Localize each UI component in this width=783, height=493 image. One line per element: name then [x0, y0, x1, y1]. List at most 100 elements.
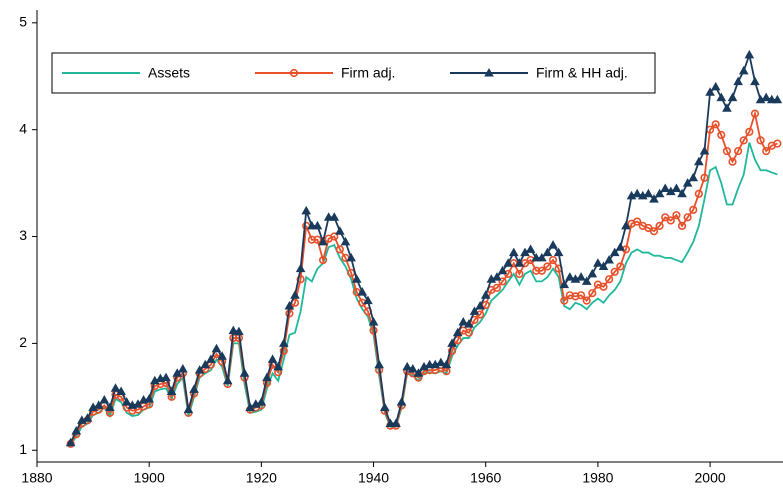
data-point	[755, 94, 766, 104]
data-point	[728, 157, 737, 166]
data-point	[273, 361, 283, 371]
data-point	[335, 226, 345, 235]
data-point	[206, 354, 216, 363]
data-point	[750, 109, 760, 118]
data-point	[649, 227, 659, 236]
data-point	[542, 247, 553, 257]
data-point	[694, 189, 703, 198]
data-point	[295, 263, 306, 273]
y-tick-label: 2	[19, 334, 27, 350]
data-point	[239, 368, 250, 377]
data-point	[318, 236, 328, 246]
data-point	[189, 384, 199, 393]
data-point	[65, 437, 76, 447]
x-tick-label: 1960	[470, 470, 501, 486]
data-point	[711, 120, 720, 129]
data-point	[738, 65, 749, 75]
data-point	[492, 283, 502, 292]
data-point	[250, 399, 261, 408]
y-tick-label: 3	[19, 227, 27, 243]
data-point	[565, 291, 574, 300]
data-point	[149, 375, 160, 385]
data-point	[121, 397, 132, 406]
data-point	[655, 221, 664, 230]
data-point	[637, 190, 648, 200]
data-point	[683, 213, 692, 222]
data-point	[234, 326, 244, 336]
data-point	[689, 205, 698, 214]
data-point	[105, 402, 115, 412]
data-point	[452, 327, 463, 337]
legend-marker	[289, 68, 299, 78]
data-point	[301, 205, 312, 215]
data-point	[604, 255, 614, 264]
data-point	[296, 275, 305, 284]
data-point	[211, 343, 222, 353]
data-point	[716, 92, 727, 102]
data-point	[318, 255, 328, 265]
data-point	[677, 221, 687, 230]
data-point	[374, 359, 384, 369]
data-point	[762, 146, 771, 156]
data-point	[228, 325, 239, 335]
data-point	[576, 272, 586, 281]
data-point	[82, 413, 93, 422]
data-point	[194, 365, 205, 374]
data-point	[486, 274, 497, 283]
legend-label: Firm adj.	[341, 65, 395, 81]
data-point	[492, 272, 502, 281]
data-point	[643, 188, 654, 198]
data-point	[200, 359, 211, 369]
data-point	[565, 272, 575, 281]
data-point	[166, 386, 177, 395]
data-point	[284, 300, 295, 310]
data-point	[654, 188, 665, 198]
data-point	[599, 282, 608, 291]
x-tick-label: 1920	[246, 470, 277, 486]
data-point	[419, 361, 429, 371]
data-point	[582, 296, 591, 305]
data-point	[571, 292, 580, 301]
x-tick-label: 2000	[695, 470, 726, 486]
data-point	[357, 287, 368, 296]
data-point	[722, 103, 732, 112]
data-point	[570, 274, 581, 283]
data-point	[222, 375, 233, 385]
data-point	[537, 266, 546, 275]
data-point	[734, 146, 743, 156]
data-point	[133, 399, 143, 408]
data-point	[581, 276, 592, 285]
data-point	[553, 247, 564, 257]
data-point	[71, 426, 82, 435]
data-point	[497, 265, 508, 275]
data-point	[363, 295, 373, 305]
data-point	[262, 372, 272, 382]
data-point	[548, 240, 558, 249]
data-point	[672, 211, 681, 220]
data-point	[745, 127, 754, 136]
data-point	[430, 359, 441, 369]
data-point	[340, 236, 351, 246]
data-point	[144, 393, 154, 403]
data-point	[710, 81, 721, 91]
data-point	[447, 338, 457, 347]
data-point	[682, 178, 693, 187]
data-point	[699, 146, 710, 155]
data-point	[481, 300, 490, 310]
data-point	[161, 372, 171, 382]
data-point	[548, 255, 558, 265]
data-point	[722, 146, 732, 156]
series-line	[69, 110, 778, 445]
legend-label: Firm & HH adj.	[536, 65, 628, 81]
data-point	[279, 346, 288, 355]
data-point	[598, 261, 609, 270]
x-tick-label: 1940	[358, 470, 389, 486]
data-point	[475, 300, 485, 310]
data-point	[441, 359, 452, 369]
data-point	[183, 404, 194, 414]
data-point	[110, 383, 121, 392]
data-point	[77, 415, 87, 424]
data-point	[245, 402, 255, 412]
legend-label: Assets	[148, 65, 190, 81]
